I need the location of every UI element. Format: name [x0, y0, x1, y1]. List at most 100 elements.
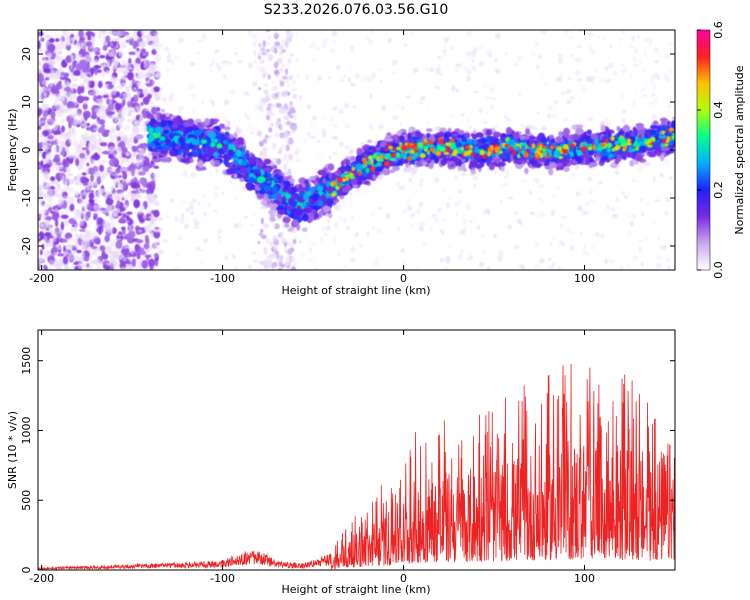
spectrogram-cell: [269, 215, 276, 222]
spectrogram-cell: [360, 78, 364, 82]
spectrogram-cell: [638, 239, 643, 242]
spectrogram-cell: [257, 87, 262, 91]
spectrogram-cell: [588, 162, 594, 169]
spectrogram-cell: [75, 42, 82, 49]
spectrogram-cell: [577, 44, 582, 49]
spectrogram-cell: [534, 41, 539, 46]
spectrogram-cell: [61, 187, 66, 193]
spectrogram-cell: [60, 221, 65, 231]
spectrogram-cell: [354, 72, 361, 80]
spectrogram-cell: [39, 249, 43, 256]
spectrogram-cell: [109, 195, 117, 200]
spectrogram-cell: [332, 106, 338, 111]
spectrogram-cell: [272, 102, 277, 107]
spectrogram-cell: [262, 40, 267, 48]
spectrogram-cell: [69, 106, 73, 113]
spectrogram-cell: [73, 140, 79, 147]
spectrogram-cell: [93, 215, 97, 220]
spectrogram-cell: [65, 176, 70, 185]
spectrogram-cell: [101, 150, 110, 155]
spectrogram-cell: [53, 252, 58, 255]
spectrogram-cell: [257, 51, 262, 55]
spectrogram-cell: [580, 86, 587, 92]
spectrogram-cell: [92, 111, 96, 116]
spectrogram-cell: [348, 148, 354, 155]
spectrogram-cell: [99, 142, 108, 147]
spectrogram-cell: [70, 83, 75, 93]
spectrogram-cell: [74, 233, 80, 237]
spectrogram-cell: [329, 117, 333, 122]
spectrogram-cell: [354, 232, 359, 237]
spectrogram-cell: [288, 155, 294, 161]
spectrogram-cell: [95, 191, 100, 197]
spectrogram-cell: [60, 41, 67, 45]
spectrogram-cell: [42, 109, 48, 118]
spectrogram-cell: [117, 154, 124, 160]
spectrogram-cell: [147, 171, 151, 175]
spectrogram-cell: [582, 244, 587, 249]
spectrogram-cell: [459, 229, 466, 236]
spectrogram-cell: [140, 41, 146, 49]
spectrogram-cell: [659, 244, 665, 251]
spectrogram-cell: [55, 53, 59, 62]
spectrogram-cell: [84, 34, 88, 44]
spectrogram-cell: [454, 176, 458, 180]
spectrogram-cell: [466, 31, 473, 36]
spectrogram-cell: [76, 95, 85, 104]
spectrogram-cell: [352, 105, 357, 109]
spectrogram-cell: [44, 91, 47, 98]
spectrogram-cell: [563, 117, 569, 123]
spectrogram-cell: [166, 58, 172, 63]
spectrogram-cell: [643, 50, 647, 57]
spectrogram-cell: [38, 192, 44, 198]
spectrogram-cell: [421, 242, 427, 247]
spectrogram-cell: [79, 152, 86, 159]
spectrogram-cell: [105, 35, 111, 43]
spectrogram-cell: [608, 62, 613, 69]
spectrogram-cell: [557, 53, 564, 59]
spectrogram-cell: [217, 113, 222, 117]
spectrogram-cell: [607, 121, 611, 126]
spectrogram-cell: [213, 191, 218, 199]
spectrogram-cell: [255, 160, 264, 168]
spectrogram-cell: [89, 255, 93, 260]
spectrogram-cell: [110, 185, 115, 192]
spectrogram-cell: [154, 252, 159, 258]
spectrogram-cell: [154, 114, 159, 121]
spectrogram-cell: [108, 114, 115, 120]
spectrogram-cell: [181, 212, 185, 219]
spectrogram-cell: [40, 37, 45, 42]
spectrogram-cell: [250, 154, 256, 163]
spectrogram-cell: [148, 88, 155, 93]
spectrogram-cell: [418, 225, 424, 232]
spectrogram-cell: [178, 118, 184, 125]
spectrogram-cell: [43, 72, 48, 75]
spectrogram-cell: [83, 256, 90, 262]
spectrogram-cell: [170, 198, 174, 203]
spectrogram-cell: [59, 66, 63, 73]
spectrogram-cell: [416, 208, 421, 215]
spectrogram-cell: [38, 40, 41, 50]
spectrogram-cell: [311, 41, 318, 47]
spectrogram-cell: [486, 111, 490, 115]
spectrogram-cell: [99, 54, 106, 59]
spectrogram-cell: [38, 73, 44, 83]
spectrogram-cell: [517, 92, 522, 96]
spectrogram-cell: [579, 204, 582, 211]
spectrogram-cell: [436, 55, 442, 60]
spectrogram-cell: [147, 222, 152, 229]
spectrogram-cell: [244, 154, 250, 159]
spectrogram-cell: [42, 170, 49, 176]
spectrogram-cell: [564, 32, 568, 36]
spectrogram-cell: [249, 131, 255, 134]
spectrogram-cell: [77, 143, 83, 148]
spectrogram-cell: [257, 54, 262, 60]
spectrogram-cell: [90, 231, 97, 240]
spectrogram-cell: [211, 58, 215, 64]
spectrogram-cell: [244, 112, 248, 118]
spectrogram-cell: [517, 59, 522, 63]
spectrogram-cell: [589, 189, 593, 195]
spectrogram-cell: [90, 69, 94, 75]
spectrogram-cell: [443, 36, 450, 43]
